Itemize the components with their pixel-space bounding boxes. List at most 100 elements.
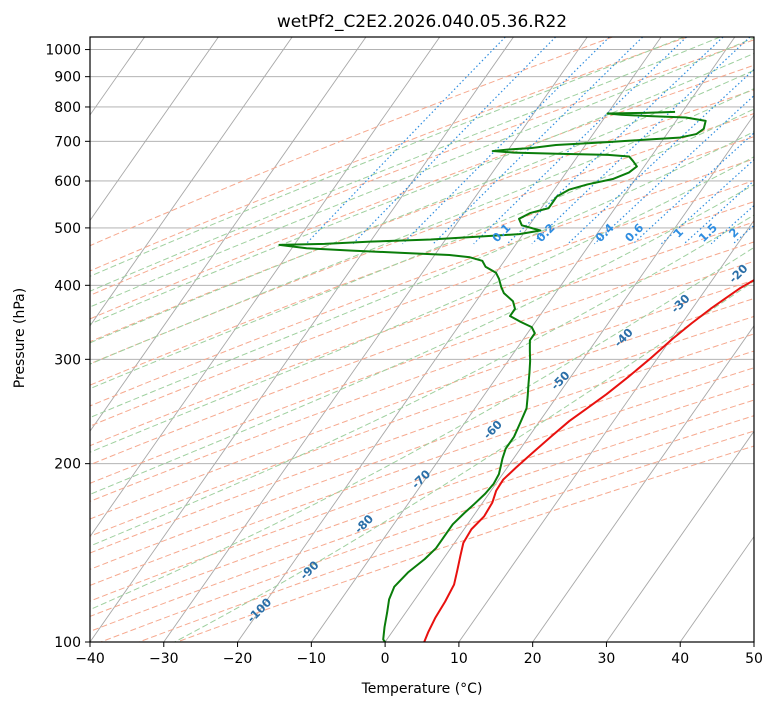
dry-adiabat-line bbox=[100, 415, 754, 642]
mixing-ratio-label: 0.4 bbox=[592, 221, 616, 245]
isotherm-line bbox=[90, 37, 367, 432]
moist-adiabat-line bbox=[90, 131, 754, 419]
dry-adiabat-line bbox=[90, 158, 754, 407]
x-tick-label: 10 bbox=[450, 651, 468, 667]
plot-area: -100-90-80-70-60-50-40-30-20-100.10.20.4… bbox=[0, 37, 775, 642]
isotherm-line bbox=[753, 641, 754, 642]
dry-adiabat-line bbox=[90, 383, 754, 617]
y-tick-label: 200 bbox=[54, 457, 81, 473]
isotherm-line bbox=[679, 535, 754, 642]
y-tick-label: 600 bbox=[54, 174, 81, 190]
dry-adiabat-line bbox=[90, 260, 754, 502]
x-tick-label: −20 bbox=[223, 651, 253, 667]
y-tick-label: 1000 bbox=[45, 43, 81, 59]
isotherm-line bbox=[606, 430, 754, 642]
mixing-ratio-line bbox=[305, 37, 506, 245]
mixing-ratio-label: 1.5 bbox=[696, 221, 720, 245]
dry-adiabat-line bbox=[90, 279, 754, 520]
dry-adiabat-line bbox=[90, 201, 754, 447]
y-tick-label: 900 bbox=[54, 70, 81, 86]
y-tick-label: 800 bbox=[54, 100, 81, 116]
dry-adiabat-line bbox=[90, 333, 754, 570]
isotherm-line bbox=[384, 114, 754, 642]
dry-adiabat-line bbox=[138, 430, 754, 642]
y-tick-label: 700 bbox=[54, 134, 81, 150]
x-tick-label: −30 bbox=[149, 651, 179, 667]
dry-adiabat-label: -40 bbox=[611, 325, 636, 350]
dry-adiabat-line bbox=[90, 241, 754, 484]
isotherm-line bbox=[90, 37, 441, 538]
dry-adiabat-line bbox=[90, 89, 754, 343]
isotherm-line bbox=[237, 37, 662, 642]
dry-adiabat-line bbox=[90, 64, 754, 320]
isotherm-line bbox=[90, 37, 514, 642]
moist-adiabat-line bbox=[90, 156, 754, 453]
mixing-ratio-label: 0.2 bbox=[533, 221, 557, 245]
y-axis-ticks: 100 200 300 400 500 600 700 800 900 1000 bbox=[45, 43, 90, 651]
x-axis-ticks: −40 −30 −20 −10 0 10 20 30 40 50 bbox=[75, 642, 763, 667]
y-tick-label: 300 bbox=[54, 352, 81, 368]
dry-adiabat-label: -80 bbox=[352, 512, 377, 537]
x-tick-label: −40 bbox=[75, 651, 105, 667]
y-tick-label: 400 bbox=[54, 278, 81, 294]
mixing-ratio-line bbox=[567, 68, 754, 245]
dry-adiabat-line bbox=[90, 399, 754, 632]
isotherm-line bbox=[532, 325, 754, 642]
dry-adiabat-label: -60 bbox=[480, 417, 505, 442]
moist-adiabat-line bbox=[90, 108, 754, 390]
moist-adiabat-line bbox=[174, 280, 754, 642]
x-tick-label: 0 bbox=[381, 651, 390, 667]
y-tick-label: 100 bbox=[54, 635, 81, 651]
dry-adiabat-line bbox=[90, 297, 754, 537]
moist-adiabat-line bbox=[90, 37, 685, 277]
mixing-ratio-label: 1 bbox=[671, 225, 687, 241]
x-tick-label: 30 bbox=[598, 651, 616, 667]
dry-adiabat-line bbox=[90, 180, 754, 427]
isotherm-line bbox=[163, 37, 588, 642]
dry-adiabat-line bbox=[90, 113, 754, 365]
mixing-ratio-line bbox=[473, 37, 687, 245]
plot-frame bbox=[89, 36, 755, 643]
mixing-ratio-line bbox=[757, 37, 775, 244]
x-tick-label: 50 bbox=[745, 651, 763, 667]
moist-adiabat-line bbox=[90, 37, 754, 308]
mixing-ratio-line bbox=[632, 132, 754, 245]
dry-adiabat-label: -50 bbox=[548, 368, 573, 393]
dry-adiabat-line bbox=[176, 445, 754, 642]
dry-adiabat-line bbox=[90, 37, 688, 272]
mixing-ratio-line bbox=[402, 37, 610, 245]
temperature-profile-line bbox=[423, 278, 754, 642]
dry-adiabat-line bbox=[90, 367, 754, 602]
mixing-ratio-line bbox=[506, 37, 724, 245]
isotherm-line bbox=[90, 37, 293, 327]
y-axis-label: Pressure (hPa) bbox=[12, 288, 28, 388]
x-tick-label: −10 bbox=[297, 651, 327, 667]
x-tick-label: 40 bbox=[671, 651, 689, 667]
isotherm-line bbox=[0, 37, 71, 642]
mixing-ratio-line bbox=[531, 37, 751, 245]
moist-adiabat-line bbox=[90, 184, 754, 495]
dry-adiabat-line bbox=[90, 39, 754, 296]
dry-adiabat-label: -100 bbox=[244, 595, 274, 625]
moist-adiabat-line bbox=[90, 69, 754, 344]
mixing-ratio-line bbox=[352, 37, 557, 245]
y-tick-label: 500 bbox=[54, 221, 81, 237]
moist-adiabat-line bbox=[90, 214, 754, 547]
dry-adiabat-line bbox=[90, 37, 613, 247]
x-axis-label: Temperature (°C) bbox=[361, 681, 483, 697]
moist-adiabat-line bbox=[90, 52, 754, 325]
mixing-ratio-line bbox=[683, 179, 754, 245]
moist-adiabat-line bbox=[90, 88, 754, 365]
dry-adiabat-label: -70 bbox=[409, 467, 434, 492]
dry-adiabat-line bbox=[90, 350, 754, 586]
mixing-ratio-label: 3 bbox=[763, 225, 775, 241]
isotherm-line bbox=[90, 37, 219, 222]
chart-title: wetPf2_C2E2.2026.040.05.36.R22 bbox=[277, 12, 567, 32]
dewpoint-profile-line bbox=[278, 110, 707, 642]
moist-adiabat-line bbox=[90, 246, 754, 611]
dry-adiabat-line bbox=[90, 136, 754, 386]
dry-adiabat-line bbox=[90, 315, 754, 554]
dry-adiabat-line bbox=[90, 221, 754, 466]
